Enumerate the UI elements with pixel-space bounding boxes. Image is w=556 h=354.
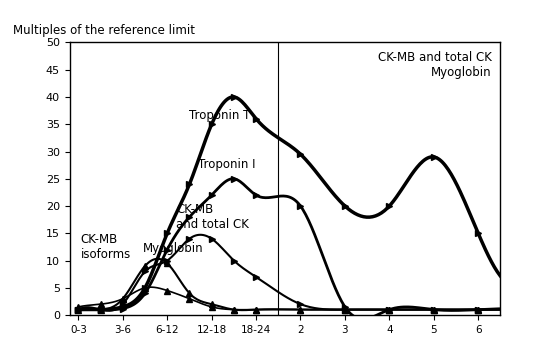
Text: Troponin I: Troponin I — [198, 158, 256, 171]
Text: Myoglobin: Myoglobin — [143, 242, 203, 255]
Text: Multiples of the reference limit: Multiples of the reference limit — [13, 24, 196, 37]
Text: Troponin T: Troponin T — [190, 109, 251, 122]
Text: CK-MB and total CK
Myoglobin: CK-MB and total CK Myoglobin — [378, 51, 492, 79]
Text: CK-MB
and total CK: CK-MB and total CK — [176, 203, 249, 231]
Text: CK-MB
isoforms: CK-MB isoforms — [81, 233, 131, 261]
